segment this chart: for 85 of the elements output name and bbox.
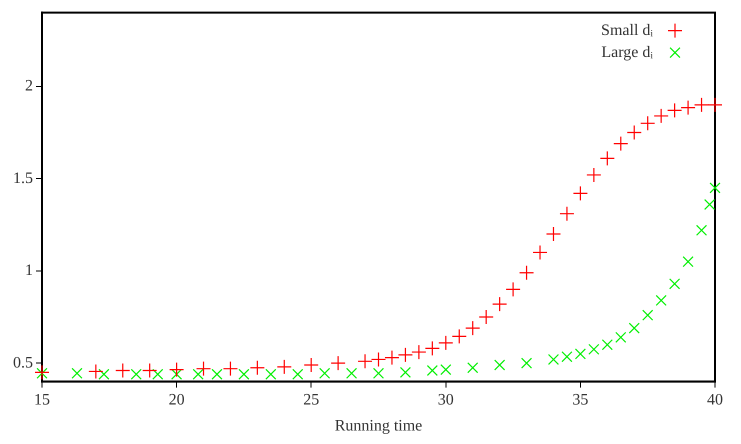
point: [465, 320, 480, 336]
point: [626, 124, 642, 140]
point: [613, 136, 628, 152]
point: [656, 294, 667, 306]
point: [152, 368, 164, 380]
point: [588, 344, 600, 355]
point: [130, 368, 142, 380]
legend-label: Small dᵢ: [601, 22, 654, 39]
point: [667, 102, 682, 118]
point: [171, 368, 182, 380]
point: [304, 357, 319, 373]
point: [494, 359, 506, 371]
point: [642, 310, 654, 321]
point: [600, 150, 615, 166]
x-tick-label: 40: [707, 391, 723, 408]
point: [238, 368, 250, 380]
x-tick-label: 15: [34, 391, 50, 408]
y-tick-label: 1: [25, 262, 33, 280]
point: [704, 198, 716, 210]
point: [707, 97, 723, 112]
point: [411, 344, 426, 360]
point: [34, 364, 50, 380]
point: [265, 368, 276, 380]
point: [654, 108, 669, 124]
point: [709, 182, 721, 194]
point: [680, 100, 696, 116]
x-tick-label: 25: [303, 391, 320, 408]
point: [115, 362, 130, 378]
point: [506, 282, 521, 297]
point: [669, 278, 680, 290]
point: [71, 368, 83, 379]
y-tick-label: 2: [25, 78, 33, 95]
point: [222, 361, 238, 376]
point: [452, 328, 467, 344]
point: [398, 347, 414, 362]
x-tick-label: 30: [438, 391, 454, 408]
point: [586, 167, 602, 183]
point: [372, 368, 384, 379]
point: [602, 339, 613, 350]
point: [696, 224, 708, 236]
point: [196, 361, 212, 376]
point: [521, 358, 532, 369]
point: [546, 226, 562, 242]
point: [276, 359, 292, 374]
point: [561, 351, 572, 362]
point: [330, 356, 346, 371]
point: [192, 368, 204, 380]
point: [518, 265, 534, 280]
point: [346, 368, 358, 379]
point: [440, 364, 452, 376]
point: [682, 256, 694, 268]
point: [532, 244, 548, 260]
point: [88, 364, 104, 380]
y-tick-label: 0.5: [13, 354, 33, 372]
point: [574, 348, 586, 360]
x-tick-label: 35: [572, 391, 588, 408]
point: [211, 368, 223, 380]
point: [628, 322, 640, 334]
point: [292, 368, 304, 380]
point: [426, 364, 438, 376]
point: [357, 354, 373, 369]
point: [169, 362, 184, 378]
point: [572, 186, 588, 202]
point: [694, 97, 710, 112]
point: [424, 340, 440, 356]
point: [384, 350, 400, 366]
point: [548, 354, 560, 366]
x-tick-label: 20: [168, 391, 185, 408]
point: [492, 296, 508, 312]
point: [615, 332, 626, 343]
point: [640, 116, 656, 131]
point: [438, 335, 454, 350]
point: [467, 362, 478, 374]
x-axis-title: Running time: [334, 418, 422, 435]
point: [36, 368, 48, 379]
point: [478, 309, 494, 325]
point: [400, 366, 411, 378]
point: [250, 360, 265, 376]
y-tick-label: 1.5: [13, 170, 33, 187]
point: [370, 352, 386, 368]
point: [142, 362, 158, 378]
legend-label: Large dᵢ: [601, 44, 654, 61]
point: [319, 368, 330, 379]
point: [98, 368, 110, 380]
point: [559, 206, 575, 222]
